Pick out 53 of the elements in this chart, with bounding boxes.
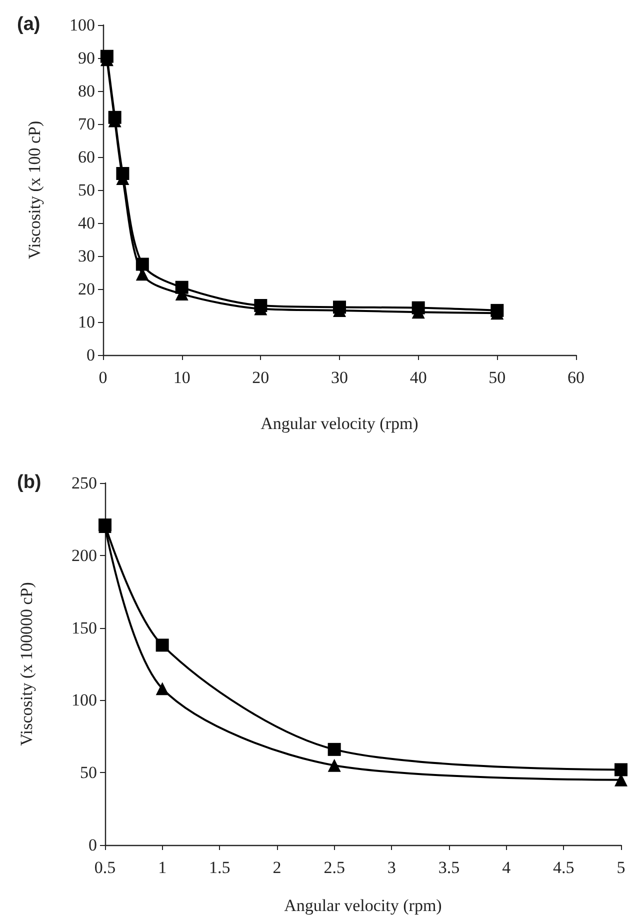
- y-tick-label: 10: [78, 312, 95, 332]
- y-axis-title: Viscosity (x 100 cP): [25, 120, 44, 260]
- point: [175, 280, 188, 294]
- x-tick-label: 20: [252, 368, 270, 387]
- x-tick-label: 2.5: [324, 858, 345, 877]
- x-tick-label: 10: [173, 368, 190, 387]
- y-tick-label: 20: [78, 280, 95, 298]
- y-tick-label: 50: [78, 180, 95, 200]
- y-tick-label: 70: [78, 114, 95, 134]
- point: [333, 300, 346, 314]
- point: [116, 167, 130, 180]
- x-tick-label: 3.5: [438, 858, 460, 877]
- point: [136, 258, 149, 271]
- x-tick-label: 4.5: [553, 858, 574, 877]
- x-tick-label: 1: [158, 858, 167, 877]
- x-tick-label: 50: [488, 368, 506, 387]
- y-tick-label: 150: [72, 618, 97, 638]
- x-tick-label: 40: [410, 368, 427, 387]
- x-tick-label: 60: [568, 368, 584, 387]
- y-tick-label: 0: [86, 346, 95, 364]
- x-axis-title: Angular velocity (rpm): [284, 896, 442, 915]
- x-tick-label: 3: [387, 858, 396, 877]
- x-tick-label: 1.5: [209, 858, 230, 877]
- x-tick-label: 5: [616, 858, 626, 877]
- point: [412, 301, 425, 314]
- x-axis-title: Angular velocity (rpm): [260, 414, 418, 433]
- y-tick-label: 30: [78, 246, 95, 266]
- point: [156, 638, 169, 652]
- chart-title: (b): [17, 472, 42, 493]
- y-tick-label: 40: [78, 214, 95, 232]
- point: [156, 682, 169, 696]
- x-tick-label: 30: [331, 368, 348, 387]
- y-tick-label: 90: [78, 48, 95, 68]
- point: [254, 299, 268, 312]
- y-tick-label: 200: [72, 546, 97, 565]
- y-tick-label: 100: [70, 16, 95, 34]
- chart-title: (a): [17, 14, 40, 35]
- point: [328, 742, 341, 756]
- point: [108, 110, 122, 124]
- point: [490, 304, 504, 317]
- x-tick-label: 0.5: [94, 858, 116, 877]
- x-tick-label: 4: [502, 858, 512, 877]
- y-tick-label: 0: [88, 836, 97, 854]
- point: [328, 758, 341, 772]
- y-tick-label: 250: [72, 474, 97, 492]
- y-tick-label: 50: [80, 763, 97, 782]
- y-tick-label: 100: [72, 690, 97, 710]
- y-axis-title: Viscosity (x 100000 cP): [17, 582, 36, 746]
- y-tick-label: 80: [78, 82, 95, 100]
- y-tick-label: 60: [78, 148, 95, 166]
- x-tick-label: 2: [272, 858, 282, 877]
- point: [100, 50, 114, 63]
- point: [614, 763, 628, 776]
